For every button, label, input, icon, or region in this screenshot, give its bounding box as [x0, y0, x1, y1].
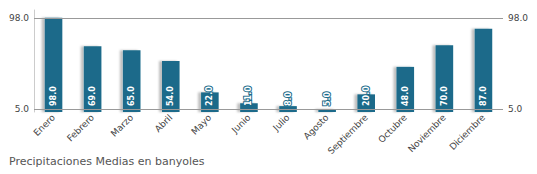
svg-text:20.0: 20.0: [362, 86, 371, 106]
svg-text:54.0: 54.0: [166, 86, 175, 106]
svg-text:Precipitaciones Medias en bany: Precipitaciones Medias en banyoles: [9, 155, 205, 168]
svg-text:8.0: 8.0: [284, 91, 293, 106]
svg-text:Marzo: Marzo: [109, 112, 135, 138]
svg-text:Mayo: Mayo: [189, 112, 213, 136]
svg-text:5.0: 5.0: [15, 104, 30, 114]
svg-text:Abril: Abril: [153, 112, 175, 134]
svg-text:98.0: 98.0: [9, 13, 29, 23]
svg-text:Julio: Julio: [270, 112, 291, 133]
svg-text:98.0: 98.0: [49, 86, 58, 106]
svg-text:98.0: 98.0: [508, 13, 528, 23]
svg-text:87.0: 87.0: [479, 86, 488, 106]
svg-text:5.0: 5.0: [508, 104, 523, 114]
svg-text:11.0: 11.0: [244, 86, 253, 106]
svg-text:22.0: 22.0: [205, 86, 214, 106]
svg-text:Octubre: Octubre: [376, 112, 409, 145]
svg-text:Enero: Enero: [32, 112, 57, 137]
svg-text:69.0: 69.0: [88, 86, 97, 106]
svg-text:Noviembre: Noviembre: [406, 112, 448, 154]
svg-text:Febrero: Febrero: [65, 112, 96, 143]
svg-text:Junio: Junio: [229, 112, 252, 135]
svg-text:48.0: 48.0: [401, 86, 410, 106]
svg-text:65.0: 65.0: [127, 86, 136, 106]
svg-text:Diciembre: Diciembre: [447, 112, 487, 152]
svg-text:Agosto: Agosto: [302, 112, 331, 141]
svg-text:5.0: 5.0: [323, 91, 332, 106]
svg-text:Septiembre: Septiembre: [326, 112, 370, 156]
svg-text:70.0: 70.0: [440, 86, 449, 106]
